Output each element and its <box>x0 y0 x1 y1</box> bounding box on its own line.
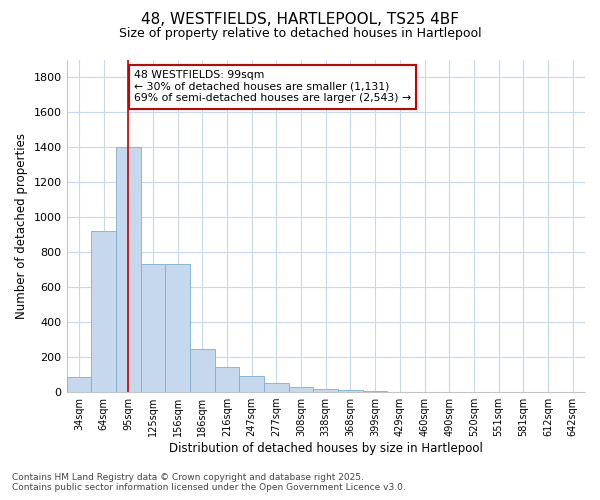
Bar <box>190 350 215 392</box>
Text: Size of property relative to detached houses in Hartlepool: Size of property relative to detached ho… <box>119 28 481 40</box>
Bar <box>338 390 363 392</box>
Bar <box>289 387 313 392</box>
Y-axis label: Number of detached properties: Number of detached properties <box>15 133 28 319</box>
Bar <box>363 391 388 392</box>
X-axis label: Distribution of detached houses by size in Hartlepool: Distribution of detached houses by size … <box>169 442 483 455</box>
Text: 48, WESTFIELDS, HARTLEPOOL, TS25 4BF: 48, WESTFIELDS, HARTLEPOOL, TS25 4BF <box>141 12 459 28</box>
Bar <box>91 232 116 392</box>
Bar <box>215 367 239 392</box>
Bar <box>140 264 165 392</box>
Bar <box>313 390 338 392</box>
Bar <box>264 384 289 392</box>
Bar <box>116 148 140 392</box>
Bar <box>239 376 264 392</box>
Bar <box>67 376 91 392</box>
Text: 48 WESTFIELDS: 99sqm
← 30% of detached houses are smaller (1,131)
69% of semi-de: 48 WESTFIELDS: 99sqm ← 30% of detached h… <box>134 70 411 103</box>
Bar <box>165 264 190 392</box>
Text: Contains HM Land Registry data © Crown copyright and database right 2025.
Contai: Contains HM Land Registry data © Crown c… <box>12 473 406 492</box>
